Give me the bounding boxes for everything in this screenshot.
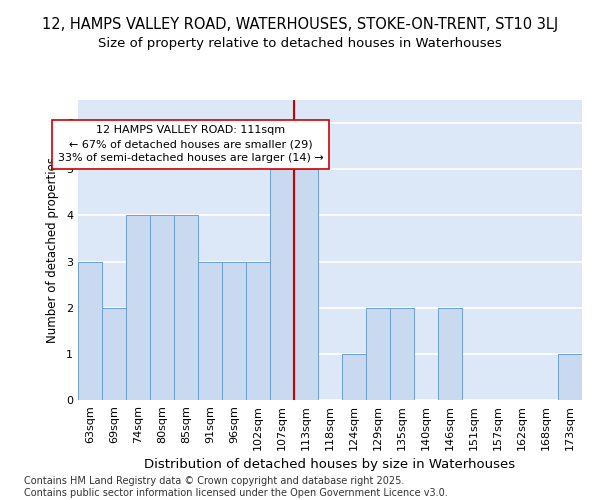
Text: 12 HAMPS VALLEY ROAD: 111sqm
← 67% of detached houses are smaller (29)
33% of se: 12 HAMPS VALLEY ROAD: 111sqm ← 67% of de… xyxy=(58,126,323,164)
Bar xyxy=(270,169,294,400)
Bar xyxy=(126,216,150,400)
Bar xyxy=(390,308,414,400)
Text: Contains HM Land Registry data © Crown copyright and database right 2025.
Contai: Contains HM Land Registry data © Crown c… xyxy=(24,476,448,498)
Bar xyxy=(342,354,366,400)
Bar xyxy=(222,262,246,400)
Bar xyxy=(294,169,318,400)
Bar xyxy=(246,262,270,400)
Text: Size of property relative to detached houses in Waterhouses: Size of property relative to detached ho… xyxy=(98,38,502,51)
Bar xyxy=(366,308,390,400)
Bar xyxy=(198,262,222,400)
Bar xyxy=(102,308,126,400)
Y-axis label: Number of detached properties: Number of detached properties xyxy=(46,157,59,343)
X-axis label: Distribution of detached houses by size in Waterhouses: Distribution of detached houses by size … xyxy=(145,458,515,471)
Bar xyxy=(438,308,462,400)
Text: 12, HAMPS VALLEY ROAD, WATERHOUSES, STOKE-ON-TRENT, ST10 3LJ: 12, HAMPS VALLEY ROAD, WATERHOUSES, STOK… xyxy=(42,18,558,32)
Bar xyxy=(174,216,198,400)
Bar xyxy=(78,262,102,400)
Bar xyxy=(558,354,582,400)
Bar xyxy=(150,216,174,400)
